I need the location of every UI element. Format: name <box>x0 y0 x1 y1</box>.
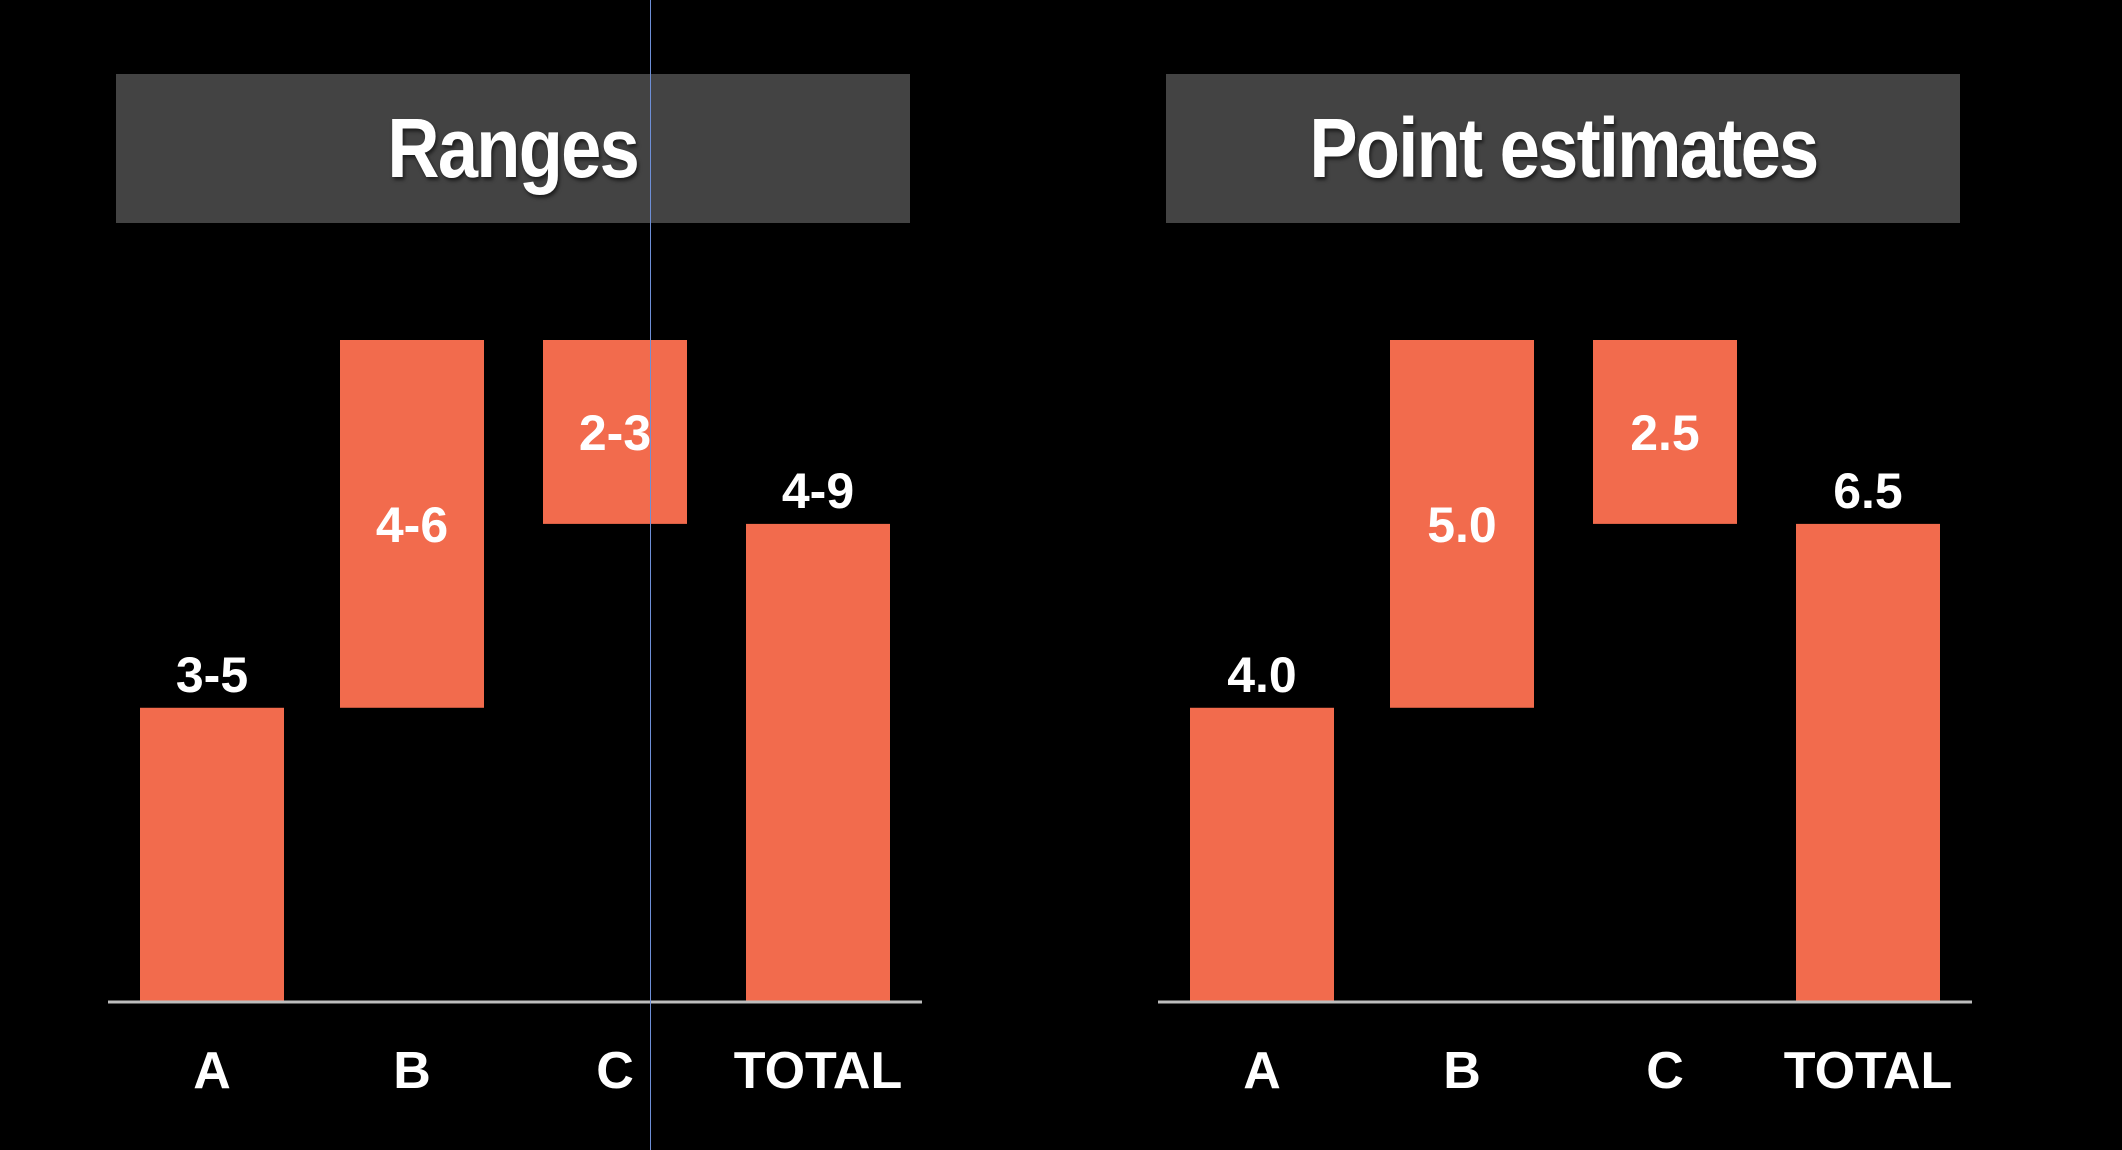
data-label-b: 4-6 <box>376 497 448 553</box>
selection-guide-line <box>650 0 651 1150</box>
x-tick-label-c: C <box>596 1042 634 1100</box>
x-tick-label-a: A <box>193 1042 231 1100</box>
data-label-c: 2.5 <box>1630 405 1700 461</box>
bar-b <box>1390 340 1534 708</box>
data-label-total: 4-9 <box>782 463 854 519</box>
bar-c <box>1593 340 1737 524</box>
bar-b <box>340 340 484 708</box>
chart-title-box: Ranges <box>116 74 910 223</box>
data-label-a: 3-5 <box>176 647 248 703</box>
x-tick-label-b: B <box>1443 1042 1481 1100</box>
bar-a <box>1190 707 1334 1002</box>
x-tick-label-b: B <box>393 1042 431 1100</box>
x-tick-label-total: TOTAL <box>734 1042 903 1100</box>
chart-title: Ranges <box>387 101 640 195</box>
chart-panel-ranges: Ranges 3-5 4-6 2-3 4-9 A B C TOTAL <box>0 0 922 1150</box>
x-tick-label-total: TOTAL <box>1784 1042 1953 1100</box>
x-tick-label-c: C <box>1646 1042 1684 1100</box>
data-label-c: 2-3 <box>579 405 651 461</box>
x-tick-label-a: A <box>1243 1042 1281 1100</box>
chart-panel-point-estimates: Point estimates 4.0 5.0 2.5 6.5 A B C TOTAL <box>1050 0 1972 1150</box>
waterfall-chart-point-estimates: 4.0 5.0 2.5 6.5 A B C TOTAL <box>1158 340 1972 1100</box>
chart-title: Point estimates <box>1308 101 1819 195</box>
bar-total <box>1796 523 1940 1002</box>
chart-title-box: Point estimates <box>1166 74 1960 223</box>
data-label-b: 5.0 <box>1427 497 1497 553</box>
bar-a <box>140 707 284 1002</box>
bar-c <box>543 340 687 524</box>
waterfall-chart-ranges: 3-5 4-6 2-3 4-9 A B C TOTAL <box>108 340 922 1100</box>
bar-total <box>746 523 890 1002</box>
data-label-total: 6.5 <box>1833 463 1903 519</box>
data-label-a: 4.0 <box>1227 647 1297 703</box>
